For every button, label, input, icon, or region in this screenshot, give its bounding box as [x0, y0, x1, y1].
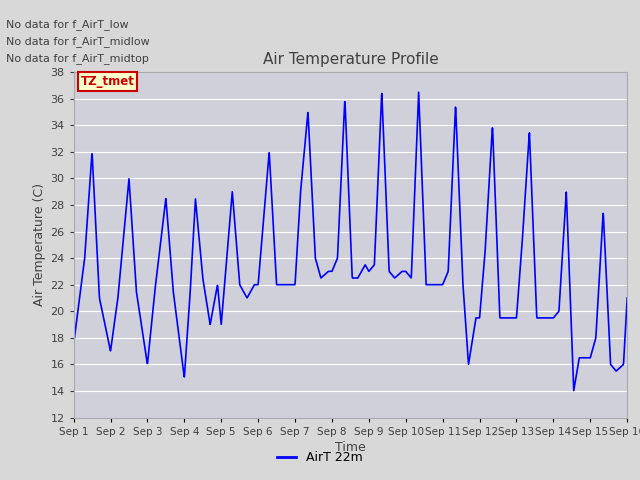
Title: Air Temperature Profile: Air Temperature Profile [262, 52, 438, 67]
Text: No data for f_AirT_low: No data for f_AirT_low [6, 19, 129, 30]
Legend: AirT 22m: AirT 22m [272, 446, 368, 469]
Text: No data for f_AirT_midtop: No data for f_AirT_midtop [6, 53, 149, 64]
Y-axis label: Air Temperature (C): Air Temperature (C) [33, 183, 46, 306]
Text: No data for f_AirT_midlow: No data for f_AirT_midlow [6, 36, 150, 47]
X-axis label: Time: Time [335, 441, 366, 454]
Text: TZ_tmet: TZ_tmet [81, 75, 134, 88]
